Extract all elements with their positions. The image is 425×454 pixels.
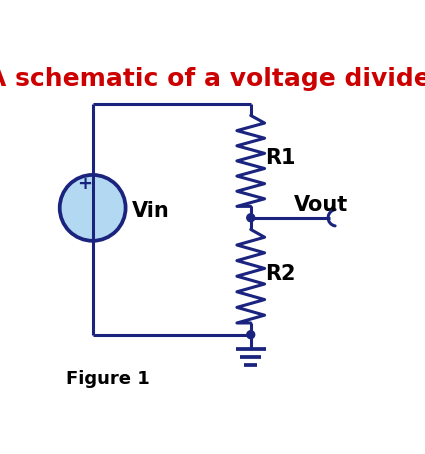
Text: Figure 1: Figure 1 (66, 370, 150, 388)
Circle shape (247, 214, 255, 222)
Text: Vout: Vout (294, 195, 348, 215)
Text: R1: R1 (266, 148, 296, 168)
Circle shape (60, 175, 126, 241)
Text: Vin: Vin (132, 201, 170, 221)
Text: R2: R2 (266, 264, 296, 284)
Text: +: + (77, 175, 92, 193)
Text: A schematic of a voltage divider.: A schematic of a voltage divider. (0, 67, 425, 91)
Circle shape (247, 331, 255, 339)
